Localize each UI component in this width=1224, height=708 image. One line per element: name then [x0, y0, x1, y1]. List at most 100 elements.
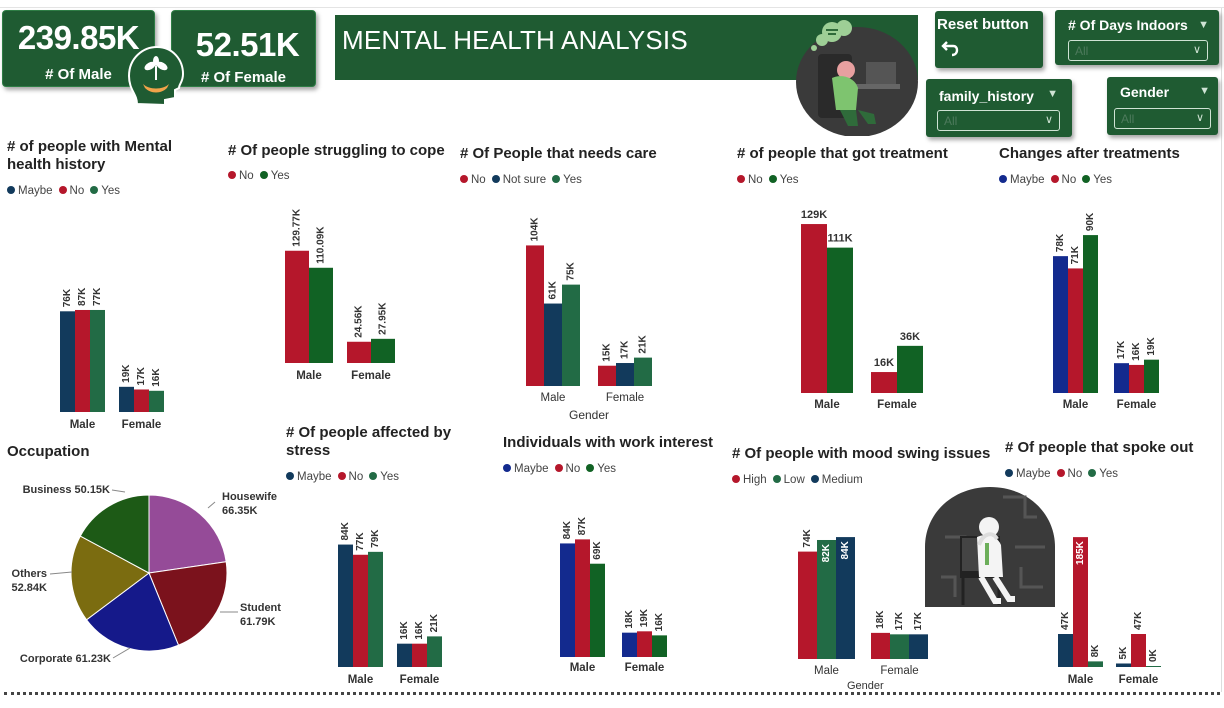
occupation-pie-chart: Housewife 66.35K Student 61.79K Corporate 61… [12, 484, 282, 665]
legend-item-no[interactable]: No [460, 174, 486, 186]
changes-bar-chart: 78K 71K 90K Male 17K 16K 19K Female [1053, 212, 1159, 411]
legend-item-yes[interactable]: Yes [586, 463, 616, 475]
spoke-out-bar-chart: 47K 185K 8K Male 5K 47K 0K Female [1058, 537, 1161, 686]
bar-female-no [412, 643, 427, 667]
family-history-slicer-title: family_history [939, 88, 1034, 104]
data-label-female-not-sure: 17K [620, 340, 631, 359]
chevron-down-icon: ∨ [1195, 112, 1204, 124]
data-label-male-yes: 8K [1090, 644, 1101, 658]
gender-slicer[interactable]: Gender ▼ All ∨ [1107, 77, 1218, 135]
pie-label-corporate: Corporate 61.23K [20, 653, 111, 665]
bar-female-no [871, 372, 897, 393]
pie-slice-housewife [148, 494, 227, 574]
pie-label-others: Others [12, 568, 47, 580]
bar-male-medium [836, 537, 855, 659]
bar-male-low [817, 539, 836, 659]
changes-chart-title: Changes after treatments [999, 145, 1180, 162]
legend-item-maybe[interactable]: Maybe [503, 463, 549, 475]
mood-swing-legend: High Low Medium [732, 474, 869, 486]
bar-female-maybe [119, 386, 134, 412]
data-label-male-yes: 90K [1085, 212, 1096, 231]
legend-item-high[interactable]: High [732, 474, 767, 486]
data-label-female-maybe: 17K [1116, 340, 1127, 359]
bar-male-maybe [338, 544, 353, 667]
data-label-female-yes: 21K [638, 334, 649, 353]
legend-item-not-sure[interactable]: Not sure [491, 174, 546, 186]
bar-male-high [798, 551, 817, 659]
days-indoors-slicer[interactable]: # Of Days Indoors ▼ All ∨ [1055, 10, 1219, 65]
data-label-female-no: 24.56K [354, 305, 365, 338]
data-label-male-maybe: 84K [562, 520, 573, 539]
male-count-value: 239.85K [17, 19, 140, 56]
legend-item-low[interactable]: Low [772, 474, 805, 486]
data-label-female-high: 18K [875, 610, 886, 629]
bar-female-low [890, 634, 909, 659]
bar-male-maybe [560, 543, 575, 657]
spoke-out-legend: Maybe No Yes [1005, 468, 1124, 480]
legend-item-yes[interactable]: Yes [768, 174, 798, 186]
legend-item-yes[interactable]: Yes [1088, 468, 1118, 480]
data-label-female-no: 47K [1133, 611, 1144, 630]
legend-item-maybe[interactable]: Maybe [999, 174, 1045, 186]
bar-male-no [575, 539, 590, 657]
needs-care-legend: No Not sure Yes [460, 174, 588, 186]
bar-male-maybe [60, 311, 75, 412]
legend-item-no[interactable]: No [1050, 174, 1076, 186]
legend-item-maybe[interactable]: Maybe [286, 471, 332, 483]
legend-item-yes[interactable]: Yes [259, 170, 289, 182]
bar-female-maybe [1116, 663, 1131, 667]
reset-button-label: Reset button [937, 16, 1029, 33]
family-history-slicer[interactable]: family_history ▼ All ∨ [926, 79, 1072, 137]
data-label-female-medium: 17K [913, 611, 924, 630]
category-label-female: Female [400, 674, 440, 686]
bar-female-yes [371, 338, 395, 363]
category-label-female: Female [880, 665, 918, 677]
legend-item-no[interactable]: No [554, 463, 580, 475]
data-label-female-no: 19K [639, 608, 650, 627]
family-history-dropdown[interactable]: All ∨ [937, 110, 1060, 131]
gender-dropdown[interactable]: All ∨ [1114, 108, 1211, 129]
legend-item-no[interactable]: No [337, 471, 363, 483]
legend-item-no[interactable]: No [228, 170, 254, 182]
pie-slice-student [148, 561, 228, 646]
days-indoors-dropdown[interactable]: All ∨ [1068, 40, 1208, 61]
undo-arrow-icon [941, 40, 959, 63]
legend-item-maybe[interactable]: Maybe [7, 185, 53, 197]
person-at-desk-illustration-icon [796, 18, 918, 137]
needs-care-bar-chart: 104K 61K 75K Male 15K 17K 21K Female [526, 217, 652, 404]
category-label-female: Female [1119, 674, 1159, 686]
data-label-female-no: 16K [1131, 342, 1142, 361]
leader-line-business [111, 489, 126, 493]
data-label-male-no: 129.77K [292, 208, 303, 247]
legend-item-no[interactable]: No [58, 185, 84, 197]
data-label-female-maybe: 19K [121, 364, 132, 383]
legend-item-medium[interactable]: Medium [810, 474, 863, 486]
bar-female-yes [1146, 666, 1161, 667]
pie-slice-others [70, 535, 150, 621]
bar-female-no [1129, 364, 1144, 393]
data-label-male-maybe: 47K [1060, 611, 1071, 630]
bar-male-yes [309, 267, 333, 363]
bar-female-yes [149, 390, 164, 412]
data-label-male-no: 87K [77, 287, 88, 306]
category-label-male: Male [814, 399, 840, 411]
data-label-male-yes: 75K [566, 261, 577, 280]
gender-selected-value: All [1121, 112, 1135, 126]
pie-label-housewife: Housewife [222, 491, 277, 503]
leader-line-others [49, 571, 73, 575]
reset-button[interactable]: Reset button [935, 11, 1043, 68]
legend-item-yes[interactable]: Yes [90, 185, 120, 197]
pie-label-student: Student [240, 602, 281, 614]
legend-item-yes[interactable]: Yes [552, 174, 582, 186]
needs-care-chart-title: # Of People that needs care [460, 145, 657, 162]
bar-male-no [75, 309, 90, 412]
legend-item-yes[interactable]: Yes [369, 471, 399, 483]
legend-item-no[interactable]: No [737, 174, 763, 186]
bar-male-yes [590, 563, 605, 657]
bottom-border [4, 692, 1220, 695]
legend-item-maybe[interactable]: Maybe [1005, 468, 1051, 480]
chevron-down-icon: ∨ [1192, 44, 1201, 56]
legend-item-no[interactable]: No [1056, 468, 1082, 480]
legend-item-yes[interactable]: Yes [1082, 174, 1112, 186]
male-count-label: # Of Male [45, 66, 112, 83]
